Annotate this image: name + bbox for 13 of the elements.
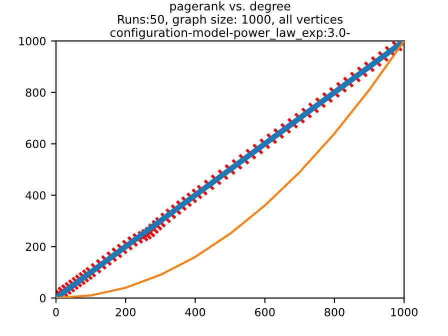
x-tick-label: 1000 [391,308,418,316]
y-tick-label: 800 [26,88,46,97]
x-tick-label: 200 [116,308,136,316]
x-tick-label: 0 [53,308,59,316]
y-tick-label: 400 [26,191,46,200]
y-tick-label: 600 [26,140,46,148]
x-tick-label: 800 [324,308,344,316]
y-tick-label: 200 [26,242,46,252]
chart-title: pagerank vs. degree Runs:50, graph size: 1000, all vertices configuration-model-power_law_exp:3.0- [110,1,350,40]
y-tick-label: 0 [40,294,46,302]
x-tick-label: 400 [185,308,206,316]
y-tick-label: 1000 [19,36,46,46]
x-tick-label: 600 [255,308,275,316]
